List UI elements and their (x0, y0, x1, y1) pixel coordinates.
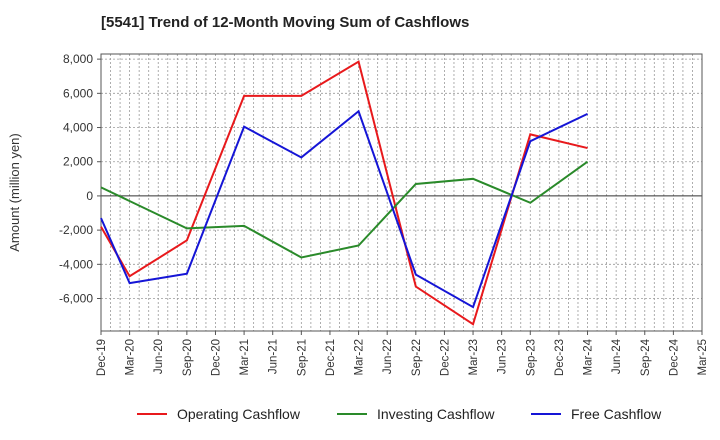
y-tick-label: 0 (86, 189, 93, 203)
x-tick-label: Mar-22 (354, 339, 366, 375)
x-tick-label: Dec-23 (554, 339, 566, 376)
x-tick-label: Mar-24 (583, 338, 595, 375)
x-tick-label: Dec-20 (210, 339, 222, 376)
x-tick-label: Dec-22 (439, 339, 451, 376)
legend-label: Operating Cashflow (177, 406, 301, 422)
x-axis-ticks: Dec-19 Mar-20 Jun-20 Sep-20 Dec-20 Mar-21 Jun-… (96, 331, 709, 376)
x-tick-label: Sep-20 (182, 339, 194, 376)
x-tick-label: Jun-22 (382, 339, 394, 374)
x-tick-label: Sep-22 (411, 339, 423, 376)
x-tick-label: Sep-24 (640, 338, 652, 376)
x-tick-label: Jun-23 (497, 339, 509, 374)
series-line-2 (100, 160, 589, 259)
x-tick-label: Mar-21 (239, 339, 251, 375)
legend: Operating Cashflow Investing Cashflow Free… (137, 406, 662, 422)
y-axis-ticks: 8,000 6,000 4,000 2,000 0 -2,000 -4,000 -6,000 (59, 52, 101, 306)
plot-frame (100, 53, 703, 332)
x-tick-label: Sep-23 (525, 339, 537, 376)
series-line-3 (100, 109, 588, 309)
y-axis-title: Amount (million yen) (7, 133, 22, 252)
chart-title: [5541] Trend of 12-Month Moving Sum of C… (101, 14, 470, 31)
y-tick-label: -4,000 (59, 257, 93, 271)
grid (101, 54, 702, 331)
y-tick-label: -6,000 (59, 292, 93, 306)
y-tick-label: 2,000 (63, 155, 93, 169)
series-lines (100, 60, 589, 326)
x-tick-label: Dec-19 (96, 339, 108, 376)
x-tick-label: Dec-21 (325, 339, 337, 376)
x-tick-label: Mar-23 (468, 339, 480, 375)
x-tick-label: Dec-24 (668, 338, 680, 376)
x-tick-label: Sep-21 (296, 339, 308, 376)
y-tick-label: 4,000 (63, 121, 93, 135)
legend-label: Investing Cashflow (377, 406, 495, 422)
y-axis-title-group: Amount (million yen) (7, 133, 22, 252)
series-line-1 (100, 60, 588, 326)
legend-label: Free Cashflow (571, 406, 662, 422)
x-tick-label: Jun-21 (268, 339, 280, 374)
plot-border (100, 53, 703, 332)
x-tick-label: Mar-25 (697, 339, 709, 375)
y-tick-label: -2,000 (59, 223, 93, 237)
x-tick-label: Jun-20 (153, 339, 165, 374)
y-tick-label: 8,000 (63, 52, 93, 66)
x-tick-label: Mar-20 (125, 339, 137, 375)
x-tick-label: Jun-24 (611, 338, 623, 374)
y-tick-label: 6,000 (63, 86, 93, 100)
